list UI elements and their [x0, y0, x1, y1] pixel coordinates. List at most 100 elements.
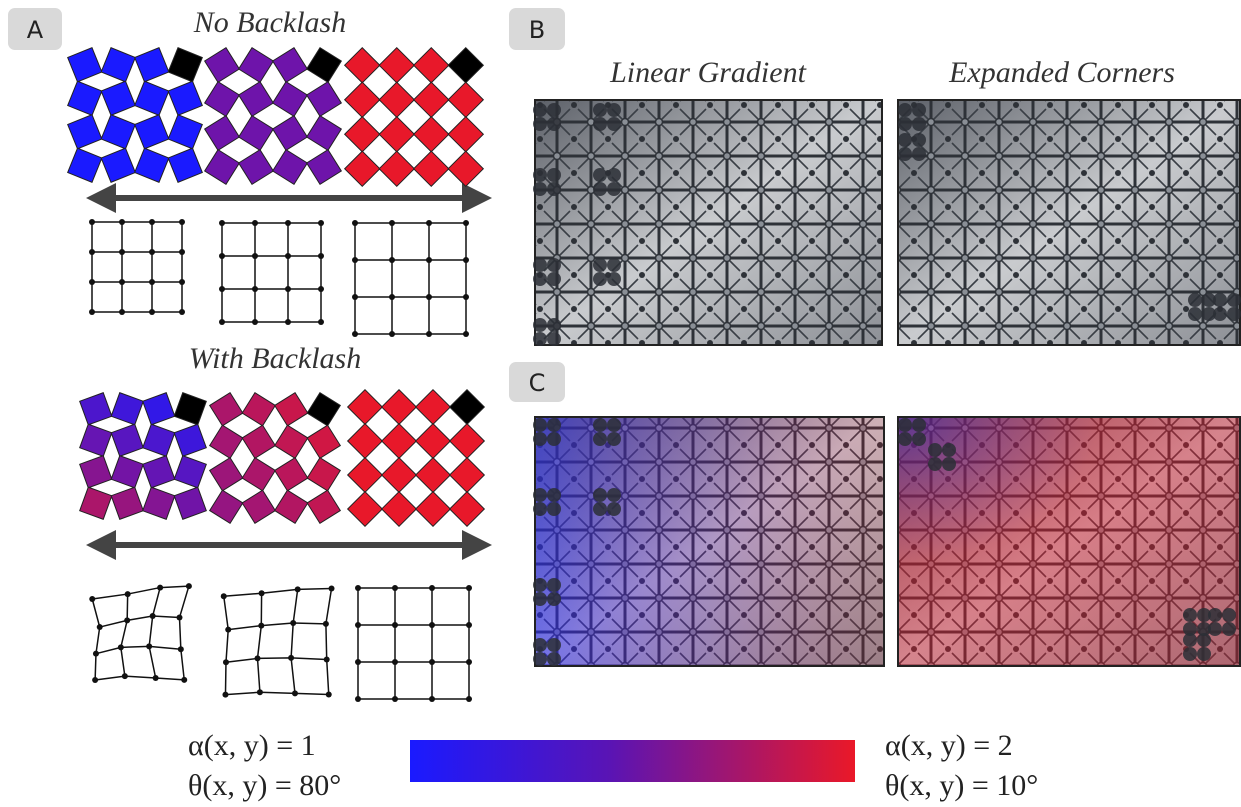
- joint: [1183, 633, 1197, 647]
- square: [416, 458, 451, 493]
- joint: [607, 502, 621, 516]
- square: [210, 425, 243, 458]
- grid-node: [392, 696, 398, 702]
- grid-node: [429, 585, 435, 591]
- joint: [533, 117, 547, 131]
- grid-node: [119, 309, 125, 315]
- square: [345, 48, 380, 83]
- joint: [533, 592, 547, 606]
- grid-node: [89, 596, 95, 602]
- joint: [1222, 622, 1236, 636]
- grid-node: [149, 249, 155, 255]
- figure: A B C No Backlash With Backlash Linear G…: [0, 0, 1241, 807]
- square: [168, 115, 202, 149]
- grid-node: [463, 331, 469, 337]
- joint: [1222, 608, 1236, 622]
- square: [448, 151, 483, 186]
- square: [348, 458, 383, 493]
- square: [275, 490, 308, 523]
- grid-node: [285, 319, 291, 325]
- joint: [593, 432, 607, 446]
- square: [307, 458, 340, 491]
- joint: [547, 592, 561, 606]
- grid-node: [324, 657, 330, 663]
- square: [273, 116, 308, 151]
- grid-node: [219, 286, 225, 292]
- grid-node: [429, 696, 435, 702]
- joint: [533, 318, 547, 332]
- square: [68, 48, 102, 82]
- joint: [533, 103, 547, 117]
- joint: [547, 103, 561, 117]
- grid-node: [426, 220, 432, 226]
- joint: [607, 488, 621, 502]
- grid-node: [149, 219, 155, 225]
- joint: [593, 168, 607, 182]
- joint: [607, 258, 621, 272]
- joint: [1227, 307, 1241, 321]
- joint: [942, 457, 956, 471]
- joint: [912, 147, 926, 161]
- joint: [607, 168, 621, 182]
- square: [239, 82, 274, 117]
- square: [450, 424, 485, 459]
- grid-node: [119, 219, 125, 225]
- square: [275, 425, 308, 458]
- photo: [898, 100, 1240, 345]
- grid-node: [97, 624, 103, 630]
- grid-node: [463, 294, 469, 300]
- grid-node: [463, 257, 469, 263]
- grid-node: [466, 622, 472, 628]
- square: [416, 390, 451, 425]
- joint: [547, 638, 561, 652]
- joint: [547, 332, 561, 346]
- grid-node: [122, 673, 128, 679]
- square: [307, 393, 340, 426]
- square: [379, 151, 414, 186]
- joint: [547, 272, 561, 286]
- joint: [898, 432, 912, 446]
- colorbar: [410, 740, 855, 782]
- grid-node: [392, 585, 398, 591]
- joint: [547, 117, 561, 131]
- grid-node: [149, 279, 155, 285]
- joint: [593, 182, 607, 196]
- square: [101, 148, 135, 182]
- grid-node: [392, 659, 398, 665]
- joint: [1213, 293, 1227, 307]
- square: [242, 458, 275, 491]
- square: [101, 115, 135, 149]
- joint: [593, 418, 607, 432]
- grid-edge: [149, 588, 160, 678]
- square: [205, 116, 240, 151]
- grid-node: [355, 622, 361, 628]
- grid-node: [318, 253, 324, 259]
- grid-node: [466, 659, 472, 665]
- square: [135, 81, 169, 115]
- square: [414, 151, 449, 186]
- joint: [607, 432, 621, 446]
- grid-node: [118, 644, 124, 650]
- panel-label: C: [529, 369, 546, 397]
- square: [111, 456, 143, 488]
- square: [174, 424, 206, 456]
- joint: [547, 432, 561, 446]
- grid-node: [389, 257, 395, 263]
- square: [379, 82, 414, 117]
- grid-node: [89, 249, 95, 255]
- grid-node: [221, 593, 227, 599]
- square: [168, 48, 202, 82]
- square: [135, 115, 169, 149]
- grid-node: [89, 279, 95, 285]
- joint: [607, 182, 621, 196]
- joint: [607, 272, 621, 286]
- square: [111, 393, 143, 425]
- square: [275, 393, 308, 426]
- square: [80, 393, 112, 425]
- joint: [1213, 307, 1227, 321]
- grid-node: [119, 249, 125, 255]
- joint: [1227, 293, 1241, 307]
- square: [210, 490, 243, 523]
- joint: [547, 488, 561, 502]
- joint: [912, 418, 926, 432]
